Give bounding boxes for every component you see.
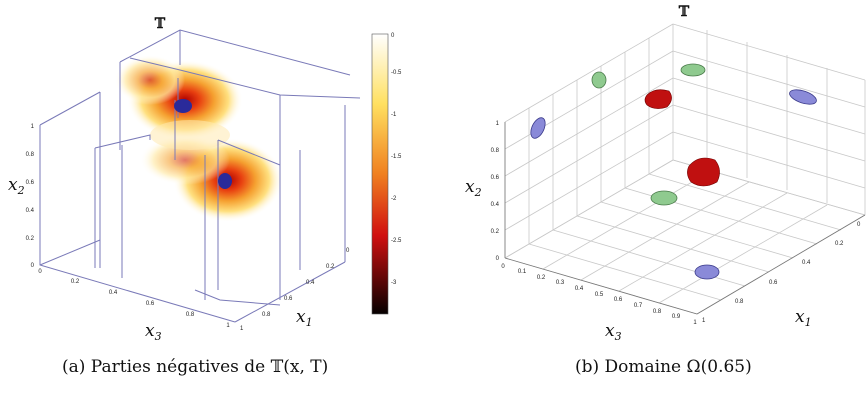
panel-b-x1-ticks: 1 0.8 0.6 0.4 0.2 0 xyxy=(702,222,861,324)
green-blob-top-right xyxy=(680,63,706,77)
caption-a: (a) Parties négatives de 𝕋(x, T) xyxy=(62,357,329,377)
svg-text:0.6: 0.6 xyxy=(284,296,293,302)
svg-text:0: 0 xyxy=(496,256,500,262)
panel-a-x1-label: x1 xyxy=(296,307,313,329)
red-blob-lower xyxy=(687,157,720,187)
svg-text:0.2: 0.2 xyxy=(537,275,546,281)
svg-text:0.6: 0.6 xyxy=(769,280,778,286)
panel-b-plot: 𝕋 0 0.2 0.4 0.6 0.8 1 0 0.1 0.2 0.3 0.4 … xyxy=(465,4,866,340)
svg-text:1: 1 xyxy=(31,124,35,130)
svg-text:0.8: 0.8 xyxy=(262,312,271,318)
svg-text:0.2: 0.2 xyxy=(326,264,335,270)
svg-text:0.2: 0.2 xyxy=(835,241,844,247)
slice-planes xyxy=(39,29,361,323)
svg-text:0.8: 0.8 xyxy=(735,299,744,305)
svg-text:-3: -3 xyxy=(391,280,397,286)
green-blob-middle xyxy=(650,190,678,206)
svg-text:0.6: 0.6 xyxy=(146,301,155,307)
svg-text:0.6: 0.6 xyxy=(614,297,623,303)
svg-text:0.4: 0.4 xyxy=(109,290,118,296)
svg-text:0: 0 xyxy=(38,269,42,275)
svg-text:0: 0 xyxy=(346,248,350,254)
svg-text:-2: -2 xyxy=(391,196,397,202)
svg-text:0.4: 0.4 xyxy=(802,260,811,266)
panel-a-x2-ticks: 0 0.2 0.4 0.6 0.8 1 xyxy=(26,124,35,269)
panel-b-title: 𝕋 xyxy=(678,4,690,20)
svg-text:0: 0 xyxy=(501,264,505,270)
panel-b: 𝕋 0 0.2 0.4 0.6 0.8 1 0 0.1 0.2 0.3 0.4 … xyxy=(437,0,867,340)
panel-a-x3-ticks: 0 0.2 0.4 0.6 0.8 1 xyxy=(38,269,230,329)
svg-text:0: 0 xyxy=(857,222,861,228)
svg-text:-1.5: -1.5 xyxy=(391,154,402,160)
blue-blob-left xyxy=(530,117,546,139)
caption-b: (b) Domaine Ω(0.65) xyxy=(575,357,752,377)
panel-a: 𝕋 0 0.2 0.4 0.6 0.8 1 0 0.2 0.4 0.6 0.8 … xyxy=(0,0,430,340)
colorbar xyxy=(371,33,389,315)
svg-text:0.8: 0.8 xyxy=(491,148,500,154)
svg-text:0.9: 0.9 xyxy=(672,314,681,320)
blue-blob-bottom xyxy=(694,264,720,280)
svg-text:-2.5: -2.5 xyxy=(391,238,402,244)
panel-a-x2-label: x2 xyxy=(8,175,25,197)
svg-text:0.2: 0.2 xyxy=(491,229,500,235)
svg-text:1: 1 xyxy=(496,121,500,127)
svg-text:1: 1 xyxy=(693,320,697,326)
svg-text:0: 0 xyxy=(31,263,35,269)
red-blob-upper xyxy=(644,89,672,109)
heat-region-mid xyxy=(150,120,230,150)
svg-text:0.4: 0.4 xyxy=(26,208,35,214)
green-blob-top-left xyxy=(591,71,607,89)
svg-text:1: 1 xyxy=(226,323,230,329)
svg-text:0.1: 0.1 xyxy=(518,269,527,275)
svg-text:0.6: 0.6 xyxy=(491,175,500,181)
svg-text:0.4: 0.4 xyxy=(491,202,500,208)
svg-text:0.8: 0.8 xyxy=(26,152,35,158)
svg-text:0.2: 0.2 xyxy=(71,279,80,285)
panel-b-x1-label: x1 xyxy=(795,307,812,329)
svg-text:0.5: 0.5 xyxy=(595,292,604,298)
svg-text:0: 0 xyxy=(391,33,395,39)
svg-text:0.4: 0.4 xyxy=(306,280,315,286)
svg-text:-0.5: -0.5 xyxy=(391,70,402,76)
blue-blob-right xyxy=(789,89,817,105)
svg-text:0.4: 0.4 xyxy=(575,286,584,292)
panel-b-axes xyxy=(504,122,866,315)
panel-a-plot: 𝕋 0 0.2 0.4 0.6 0.8 1 0 0.2 0.4 0.6 0.8 … xyxy=(8,16,402,340)
panel-a-x1-ticks: 1 0.8 0.6 0.4 0.2 0 xyxy=(240,248,350,332)
colorbar-ticks: 0 -0.5 -1 -1.5 -2 -2.5 -3 xyxy=(391,33,402,286)
panel-b-x3-ticks: 0 0.1 0.2 0.3 0.4 0.5 0.6 0.7 0.8 0.9 1 xyxy=(501,264,697,326)
panel-b-x3-label: x3 xyxy=(605,321,622,340)
svg-text:0.2: 0.2 xyxy=(26,236,35,242)
svg-text:0.8: 0.8 xyxy=(653,309,662,315)
svg-text:0.6: 0.6 xyxy=(26,180,35,186)
svg-text:1: 1 xyxy=(240,326,244,332)
panel-a-title: 𝕋 xyxy=(154,16,166,32)
minimum-marker-lower xyxy=(218,173,232,189)
svg-text:0.8: 0.8 xyxy=(186,312,195,318)
panel-a-x3-label: x3 xyxy=(145,321,162,340)
minimum-marker-upper xyxy=(174,99,192,113)
svg-text:0.3: 0.3 xyxy=(556,280,565,286)
panel-b-x2-ticks: 0 0.2 0.4 0.6 0.8 1 xyxy=(491,121,500,262)
svg-text:1: 1 xyxy=(702,318,706,324)
panel-b-x2-label: x2 xyxy=(465,177,482,199)
svg-text:0.7: 0.7 xyxy=(634,303,643,309)
svg-text:-1: -1 xyxy=(391,112,397,118)
